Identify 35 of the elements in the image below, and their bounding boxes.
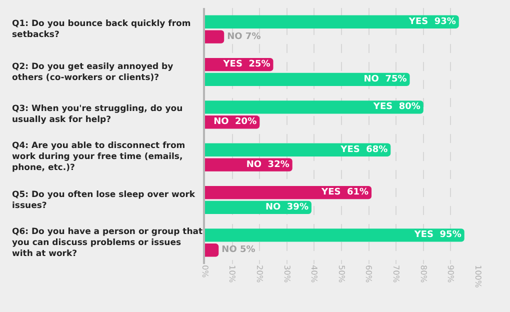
x-tick-label: 50% xyxy=(336,265,346,284)
x-tick-label: 10% xyxy=(228,265,237,284)
data-label: NO 7% xyxy=(227,32,261,42)
x-tick-label: 0% xyxy=(200,265,210,278)
data-label: YES 68% xyxy=(340,144,388,155)
data-label: NO 20% xyxy=(214,117,257,128)
y-tick-label: Q1: Do you bounce back quickly from setbacks? xyxy=(12,19,191,40)
bar xyxy=(205,30,224,44)
y-tick-label: Q5: Do you often lose sleep over work issues? xyxy=(12,190,196,212)
y-tick-label: Q2: Do you get easily annoyed by others (co-workers or clients)? xyxy=(12,62,174,84)
x-tick-label: 70% xyxy=(392,265,400,284)
x-tick-label: 80% xyxy=(418,265,428,284)
x-tick-label: 20% xyxy=(255,265,264,284)
bar xyxy=(205,143,391,156)
bar xyxy=(205,244,219,257)
x-tick-label: 40% xyxy=(310,265,319,284)
x-tick-label: 60% xyxy=(364,265,374,284)
x-tick-label: 90% xyxy=(446,265,456,284)
data-label: NO 39% xyxy=(265,202,308,212)
data-label: NO 75% xyxy=(364,74,407,84)
y-tick-label: Q3: When you're struggling, do you usually ask for help? xyxy=(12,104,183,126)
bar xyxy=(205,228,464,242)
bar xyxy=(205,100,424,114)
x-tick-label: 100% xyxy=(473,265,482,288)
data-label: YES 95% xyxy=(413,230,462,240)
data-label: YES 93% xyxy=(408,16,456,27)
data-label: YES 61% xyxy=(320,188,369,198)
data-label: NO 5% xyxy=(222,245,256,256)
y-tick-label: Q4: Are you able to disconnect from work during your free time (emails, phone, etc.)? xyxy=(12,141,186,174)
data-label: NO 32% xyxy=(246,160,290,170)
data-label: YES 80% xyxy=(372,102,420,112)
y-tick-label: Q6: Do you have a person or group that you can discuss problems or issues with at work? xyxy=(12,227,203,260)
data-label: YES 25% xyxy=(222,60,270,70)
x-tick-label: 30% xyxy=(282,265,292,284)
bar xyxy=(205,15,459,28)
